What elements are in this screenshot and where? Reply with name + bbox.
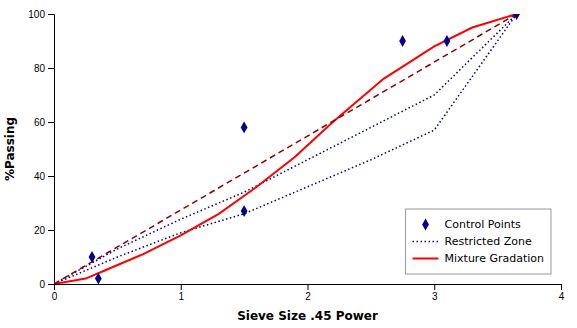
point — [241, 122, 248, 134]
tick-label: 60 — [34, 117, 46, 128]
tick-label: 2 — [305, 291, 311, 302]
tick-mark — [48, 230, 54, 231]
point — [95, 273, 102, 284]
tick-mark — [48, 122, 54, 123]
tick-label: 0 — [39, 279, 45, 290]
legend-swatch — [413, 241, 439, 243]
legend-swatch — [422, 219, 429, 231]
tick: 60 — [34, 117, 54, 128]
tick-mark — [181, 284, 182, 290]
point — [89, 251, 96, 263]
tick: 2 — [305, 284, 311, 302]
tick-label: 0 — [52, 291, 58, 302]
tick: 3 — [432, 284, 438, 302]
tick: 40 — [34, 171, 54, 182]
chart: 01234020406080100Sieve Size .45 Power%Pa… — [0, 0, 577, 328]
point — [399, 35, 406, 47]
tick: 0 — [52, 284, 58, 302]
tick-label: 20 — [34, 225, 46, 236]
tick: 0 — [39, 279, 54, 290]
tick-mark — [308, 284, 309, 290]
point — [444, 35, 451, 47]
legend-label: Control Points — [445, 218, 522, 231]
tick-mark — [48, 68, 54, 69]
tick: 4 — [559, 284, 565, 302]
tick-mark — [434, 284, 435, 290]
tick-mark — [561, 284, 562, 290]
legend-label: Mixture Gradation — [445, 252, 544, 265]
tick: 20 — [34, 225, 54, 236]
tick-label: 3 — [432, 291, 438, 302]
tick-mark — [48, 14, 54, 15]
tick-label: 100 — [28, 9, 45, 20]
tick: 1 — [178, 284, 184, 302]
axis-line — [55, 285, 562, 291]
legend-label: Restricted Zone — [445, 235, 532, 248]
point — [513, 14, 520, 20]
tick-label: 40 — [34, 171, 46, 182]
legend-swatch — [413, 258, 439, 260]
x-axis: 0 1 2 3 4 — [52, 284, 565, 302]
tick-label: 1 — [178, 291, 184, 302]
y-axis: 0 20 40 60 80 100 — [28, 9, 54, 290]
tick-mark — [48, 284, 54, 285]
y-axis-title: %Passing — [3, 117, 17, 181]
legend: Control Points Restricted Zone Mixture Gra… — [406, 209, 551, 274]
tick-mark — [48, 176, 54, 177]
x-axis-title: Sieve Size .45 Power — [237, 309, 378, 323]
tick-label: 4 — [559, 291, 565, 302]
tick: 80 — [34, 63, 54, 74]
point — [241, 205, 248, 217]
legend-box — [406, 209, 551, 274]
tick-label: 80 — [34, 63, 46, 74]
tick: 100 — [28, 9, 54, 20]
axis-line — [48, 15, 55, 285]
